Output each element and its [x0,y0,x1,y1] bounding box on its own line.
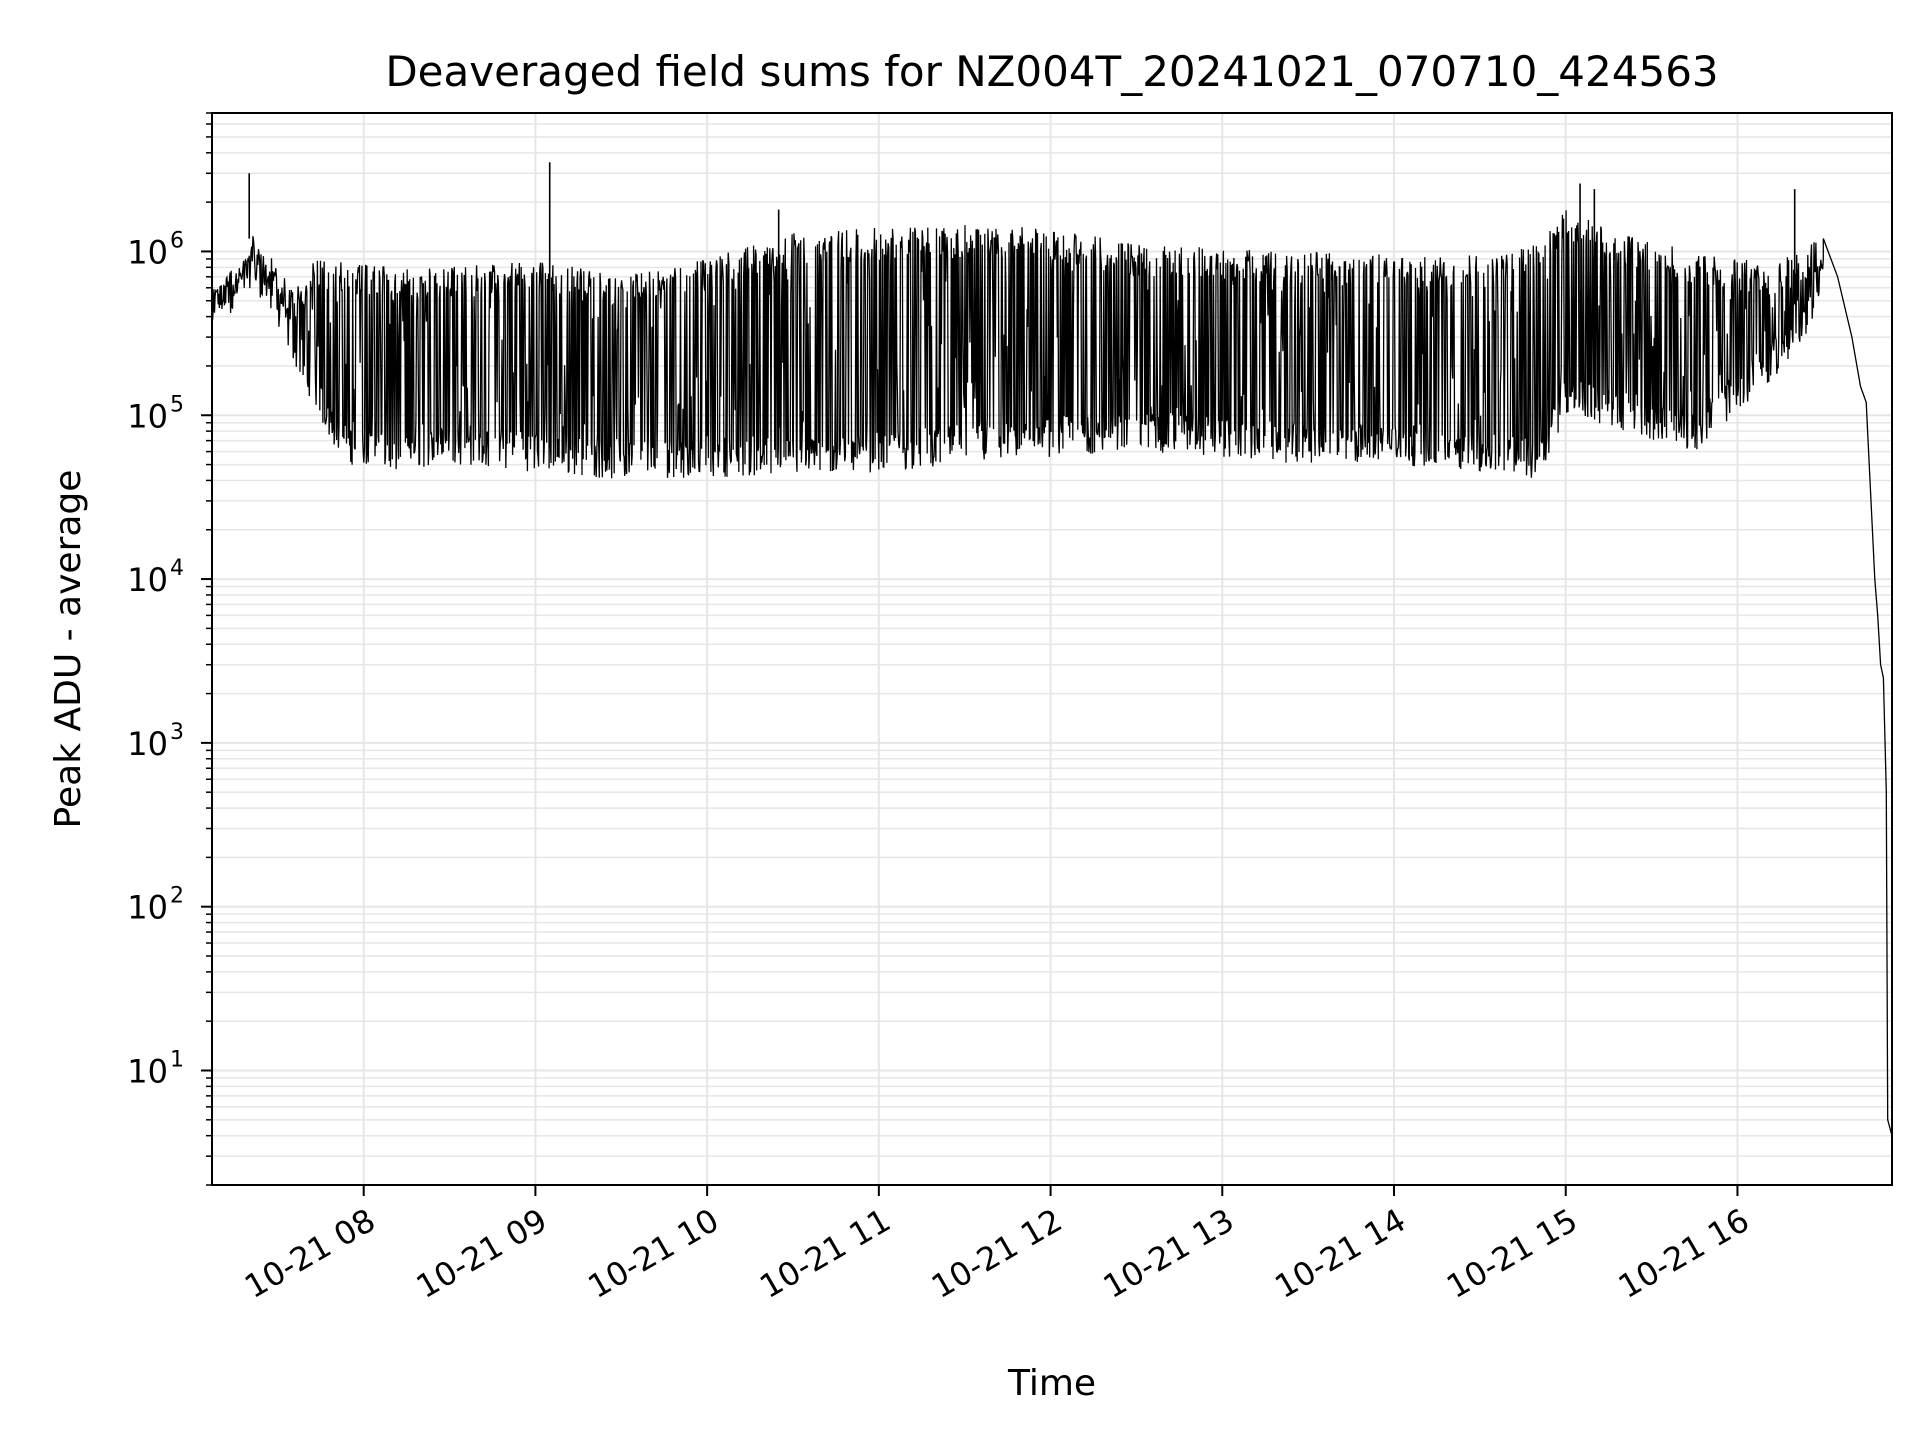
y-tick-exponent: 5 [170,392,184,417]
plot-frame [211,112,1893,1186]
y-tick-label: 10 [127,561,168,599]
y-tick-exponent: 2 [170,884,184,909]
x-tick-label: 10-21 16 [1612,1201,1756,1306]
x-axis-label: Time [1007,1363,1096,1404]
y-tick-label: 10 [127,233,168,271]
y-tick-exponent: 1 [170,1048,184,1073]
y-tick-label: 10 [127,725,168,763]
x-tick-label: 10-21 13 [1097,1201,1241,1306]
y-tick-label: 10 [127,889,168,927]
x-tick-label: 10-21 09 [410,1201,554,1306]
x-tick-label: 10-21 11 [753,1201,897,1306]
x-ticks: 10-21 08 10-21 09 10-21 10 10-21 11 10-21 12… [238,1185,1755,1306]
y-tick-label: 10 [127,1053,168,1091]
x-tick-label: 10-21 15 [1440,1201,1584,1306]
series-line [211,162,1893,1136]
x-tick-label: 10-21 14 [1268,1201,1412,1306]
y-axis-label: Peak ADU - average [48,470,89,829]
chart-title: Deaveraged field sums for NZ004T_2024102… [385,47,1718,96]
y-tick-exponent: 4 [170,556,184,581]
y-tick-exponent: 6 [170,228,184,253]
minor-grid [212,112,1892,1186]
y-tick-exponent: 3 [170,720,184,745]
x-tick-label: 10-21 10 [582,1201,726,1306]
x-tick-label: 10-21 12 [925,1201,1069,1306]
y-tick-label: 10 [127,397,168,435]
x-tick-label: 10-21 08 [238,1201,382,1306]
series-trace [211,210,1893,1136]
